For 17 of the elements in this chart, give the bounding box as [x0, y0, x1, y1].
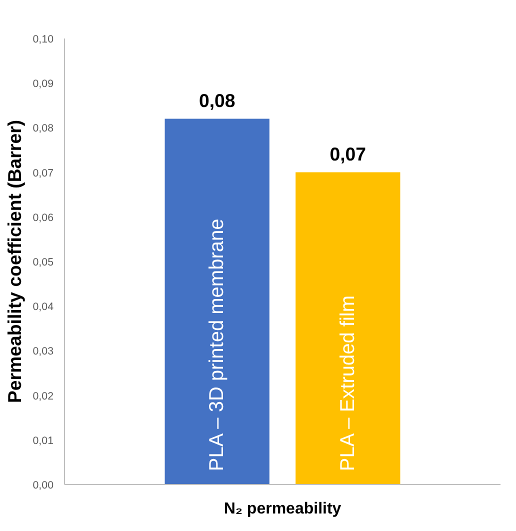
- y-tick-label: 0,03: [32, 346, 54, 358]
- y-tick-label: 0,04: [32, 301, 54, 314]
- y-tick-label: 0,02: [32, 390, 54, 402]
- data-label: 0,08: [198, 90, 236, 111]
- y-tick-label: 0,09: [32, 78, 54, 90]
- x-tick-label: N₂ permeability: [224, 500, 342, 518]
- y-tick-label: 0,01: [32, 434, 54, 447]
- y-tick-label: 0,05: [32, 256, 54, 268]
- y-axis-title: Permeability coefficient (Barrer): [4, 120, 25, 404]
- y-tick-label: 0,07: [32, 167, 54, 180]
- y-tick-label: 0,08: [32, 122, 54, 135]
- data-label: 0,07: [330, 143, 366, 164]
- series-label: PLA – Extruded film: [336, 295, 359, 472]
- series-label: PLA – 3D printed membrane: [206, 218, 228, 472]
- y-tick-label: 0,10: [32, 34, 54, 46]
- y-tick-label: 0,06: [32, 212, 54, 224]
- y-tick-label: 0,00: [32, 480, 54, 492]
